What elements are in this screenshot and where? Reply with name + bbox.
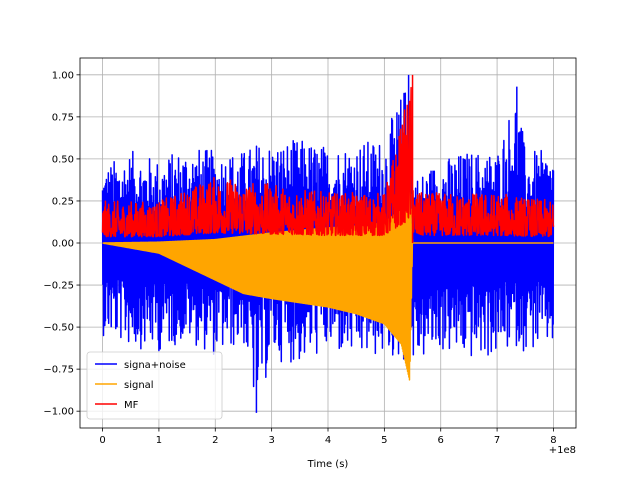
y-tick-label: −0.50 [43, 323, 74, 334]
legend-label: signal [124, 380, 154, 391]
x-tick-label: 0 [99, 435, 105, 446]
y-tick-label: −0.25 [43, 281, 74, 292]
legend-box [86, 351, 223, 420]
x-tick-label: 8 [550, 435, 556, 446]
x-tick-label: 1 [156, 435, 162, 446]
x-axis: 0 1 2 3 4 5 6 7 8 [99, 428, 557, 446]
y-tick-label: 0.00 [52, 239, 74, 250]
y-tick-label: 1.00 [52, 70, 74, 81]
y-tick-label: 0.25 [52, 196, 74, 207]
y-tick-label: −1.00 [43, 407, 74, 418]
x-tick-label: 6 [438, 435, 444, 446]
y-tick-label: 0.75 [52, 112, 74, 123]
y-tick-label: −0.75 [43, 365, 74, 376]
legend: signa+noise signal MF [86, 351, 223, 420]
x-axis-label: Time (s) [307, 459, 349, 470]
x-tick-label: 7 [494, 435, 500, 446]
y-axis: −1.00 −0.75 −0.50 −0.25 0.00 0.25 0.50 0.75 1.00 [43, 70, 80, 418]
x-tick-label: 2 [212, 435, 218, 446]
x-tick-label: 5 [381, 435, 387, 446]
legend-label: signa+noise [124, 360, 186, 371]
x-tick-label: 4 [325, 435, 331, 446]
x-offset-label: +1e8 [549, 445, 576, 456]
legend-label: MF [124, 400, 139, 411]
x-tick-label: 3 [268, 435, 274, 446]
y-tick-label: 0.50 [52, 154, 74, 165]
series-layer [101, 74, 555, 413]
series-line-2 [101, 86, 555, 238]
